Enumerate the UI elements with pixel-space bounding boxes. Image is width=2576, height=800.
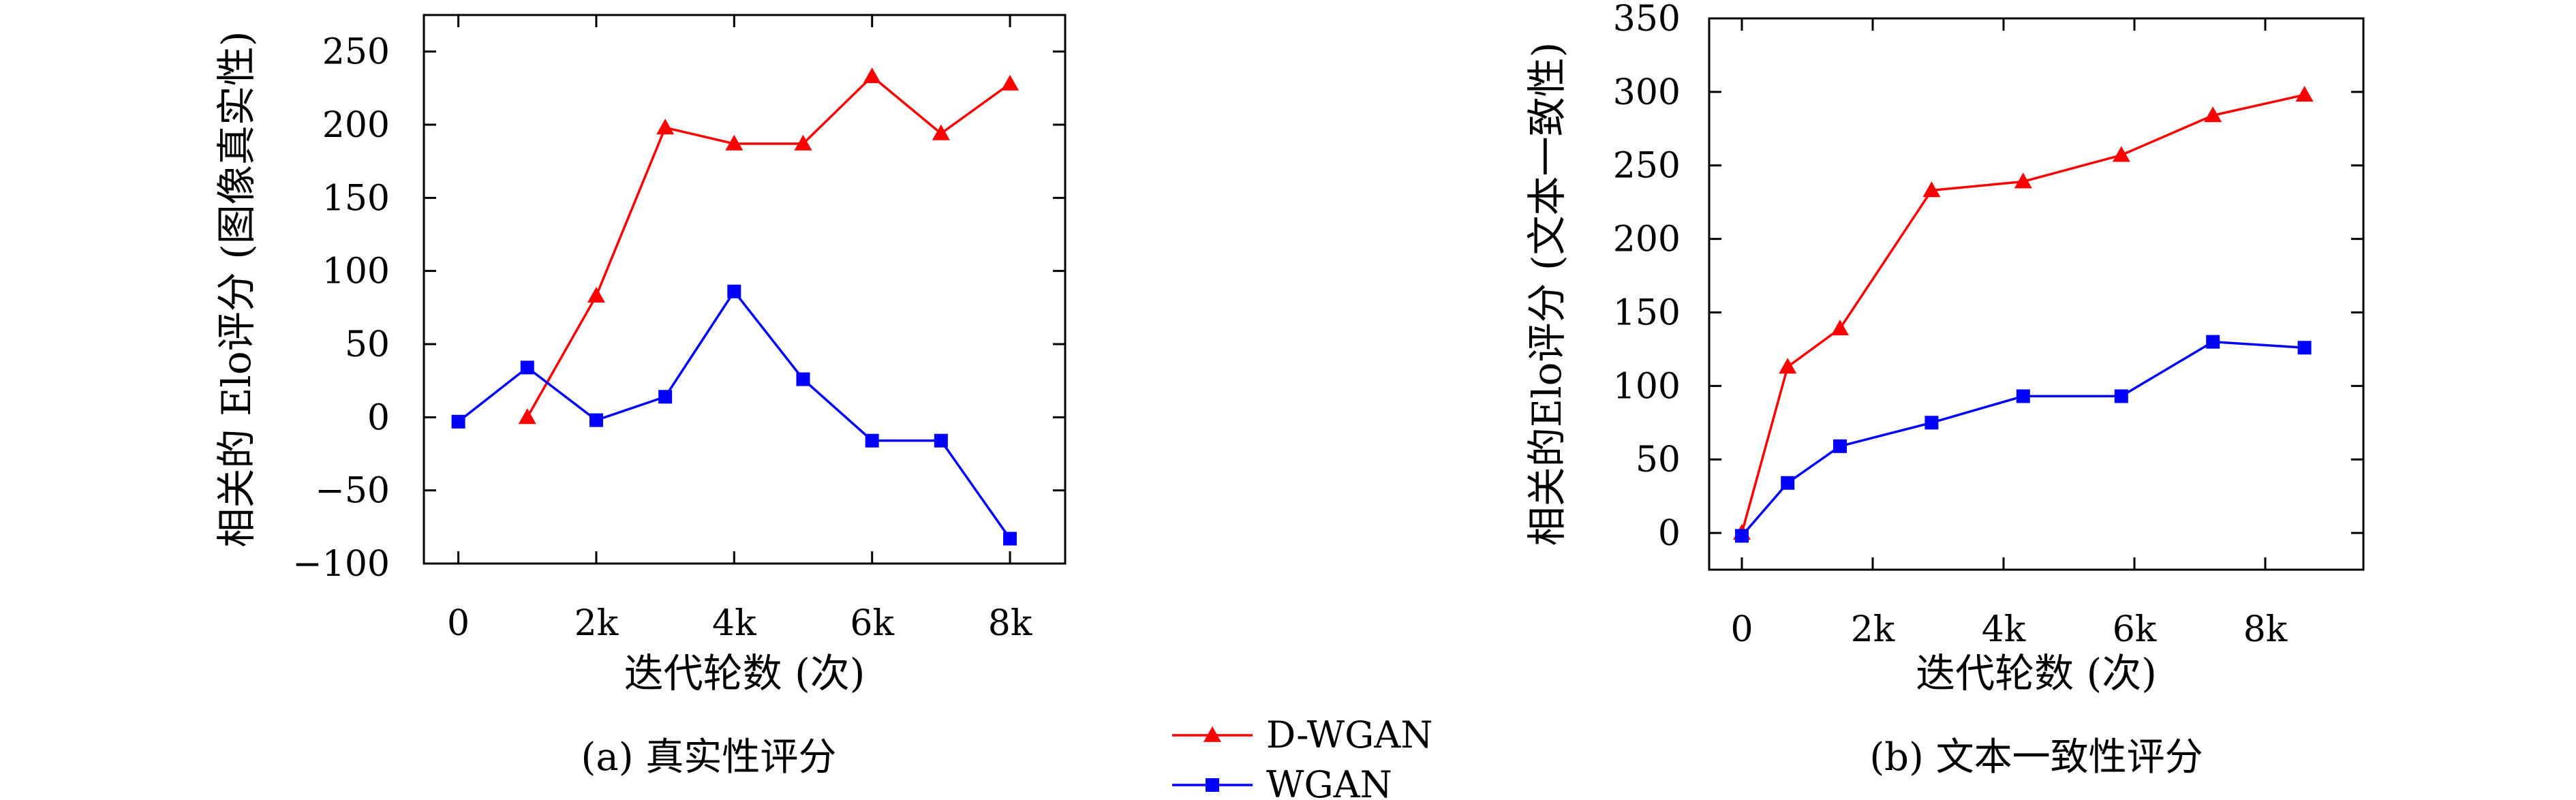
point-wgan-real (934, 433, 948, 448)
legend-marker-d-wgan (1203, 726, 1221, 742)
point-d-wgan-real (656, 119, 675, 135)
point-wgan-real (589, 413, 603, 427)
point-wgan-real (865, 433, 879, 448)
y-tick-label-real: −50 (315, 471, 390, 512)
point-d-wgan-real (932, 124, 950, 140)
point-d-wgan-real (863, 67, 881, 84)
caption-real: (a) 真实性评分 (581, 735, 837, 780)
y-tick-label-text: 250 (1613, 146, 1681, 187)
point-d-wgan-text (2112, 146, 2130, 162)
y-tick-label-text: 0 (1658, 513, 1681, 554)
y-tick-label-text: 300 (1613, 72, 1681, 113)
series-line-d-wgan-text (1741, 93, 2305, 534)
x-tick-label-text: 8k (2243, 609, 2288, 650)
point-wgan-text (2297, 341, 2312, 355)
point-wgan-text (2114, 389, 2128, 403)
x-tick-label-real: 4k (712, 603, 756, 644)
point-d-wgan-text (1922, 181, 1941, 198)
y-tick-label-real: 100 (322, 251, 390, 292)
x-axis-label-text: 迭代轮数 (次) (1916, 650, 2157, 696)
series-line-wgan-text (1741, 340, 2305, 537)
point-wgan-real (796, 372, 810, 386)
point-wgan-real (451, 414, 465, 429)
caption-text: (b) 文本一致性评分 (1869, 735, 2203, 780)
legend-marker-wgan (1206, 778, 1219, 792)
x-axis-label-real: 迭代轮数 (次) (624, 650, 865, 696)
x-tick-label-real: 8k (988, 603, 1032, 644)
x-tick-label-text: 0 (1730, 609, 1753, 650)
legend-label-d-wgan: D-WGAN (1266, 713, 1432, 756)
x-tick-label-real: 6k (850, 603, 894, 644)
point-d-wgan-text (2204, 106, 2222, 123)
y-tick-label-real: 50 (345, 324, 390, 365)
point-d-wgan-real (587, 286, 605, 303)
y-tick-label-real: −100 (292, 544, 390, 585)
point-d-wgan-text (1779, 358, 1797, 374)
point-d-wgan-real (725, 134, 743, 151)
x-tick-label-real: 0 (447, 603, 470, 644)
legend-label-wgan: WGAN (1266, 763, 1392, 800)
point-wgan-real (727, 284, 741, 298)
point-wgan-text (1925, 416, 1939, 430)
point-wgan-text (2016, 389, 2030, 403)
y-tick-label-text: 200 (1613, 219, 1681, 260)
y-tick-label-text: 350 (1613, 0, 1681, 40)
point-wgan-text (2206, 335, 2220, 349)
x-tick-label-text: 4k (1982, 609, 2026, 650)
y-tick-label-real: 0 (367, 397, 390, 438)
plot-frame-real (423, 14, 1067, 565)
y-tick-label-text: 100 (1613, 366, 1681, 407)
legend: D-WGAN WGAN (1172, 713, 1432, 800)
point-d-wgan-real (518, 408, 536, 425)
y-tick-label-text: 50 (1636, 440, 1681, 480)
point-wgan-text (1833, 439, 1847, 453)
point-wgan-real (1003, 532, 1017, 546)
point-d-wgan-text (1831, 319, 1849, 336)
x-tick-label-real: 2k (574, 603, 619, 644)
y-tick-label-real: 200 (322, 105, 390, 146)
point-wgan-real (520, 360, 534, 375)
y-axis-label-text: 相关的Elo评分 (文本一致性) (1524, 42, 1570, 547)
x-tick-label-text: 6k (2113, 609, 2157, 650)
x-tick-label-text: 2k (1851, 609, 1895, 650)
y-tick-label-real: 150 (322, 178, 390, 219)
chart-text-consistency: 0 50 100 150 200 250 300 350 0 2k 4k 6k 8k 迭代轮数 (次) 相关… (1524, 0, 2365, 780)
plot-frame-text (1708, 17, 2365, 571)
point-wgan-real (658, 390, 673, 404)
y-axis-label-real: 相关的 Elo评分 (图像真实性) (213, 31, 260, 548)
series-line-d-wgan-real (526, 75, 1011, 418)
y-tick-label-text: 150 (1613, 292, 1681, 333)
y-tick-label-real: 250 (322, 32, 390, 73)
chart-real-score: −100 −50 0 50 100 150 200 250 0 2k 4k 6k 8k 迭代轮数 (次) 相… (213, 14, 1067, 780)
point-d-wgan-real (794, 134, 812, 151)
point-d-wgan-text (2014, 172, 2032, 189)
point-wgan-text (1781, 476, 1795, 490)
series-line-wgan-real (457, 290, 1011, 540)
point-d-wgan-text (2295, 85, 2314, 102)
point-wgan-text (1735, 529, 1749, 543)
point-d-wgan-real (1001, 74, 1019, 91)
